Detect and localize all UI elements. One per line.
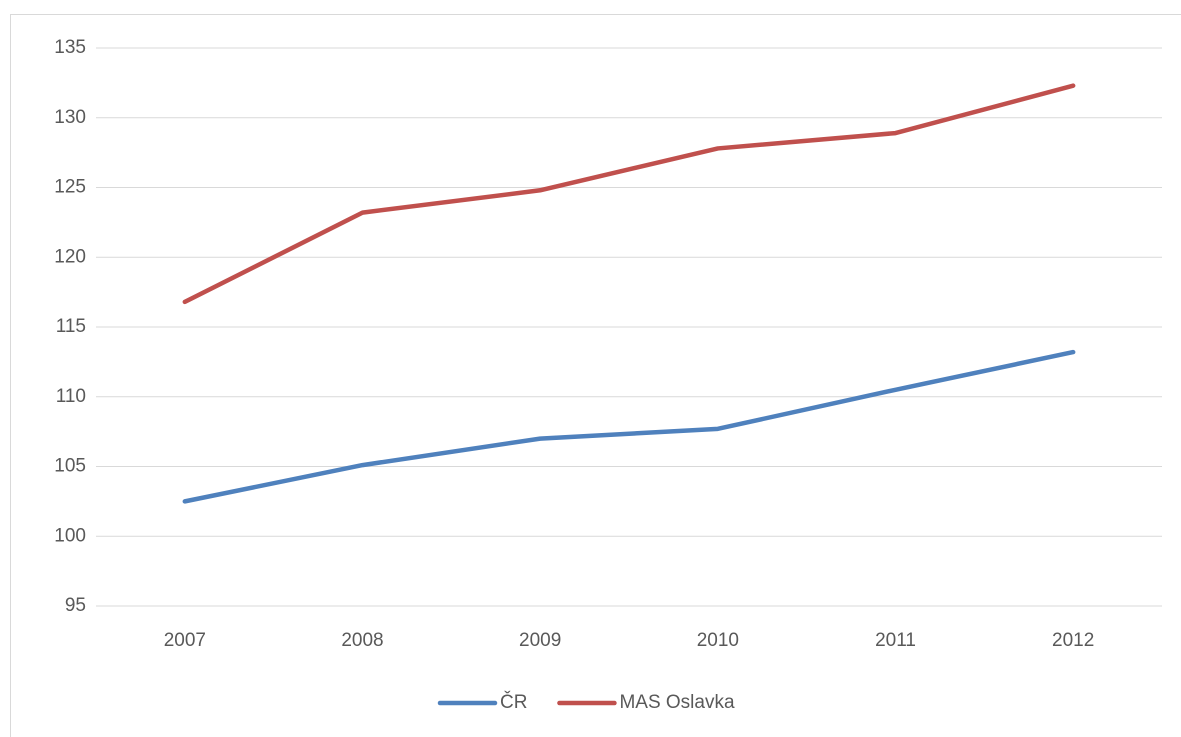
x-tick-label: 2011 [875,630,916,651]
x-tick-label: 2012 [1052,630,1094,651]
y-tick-label: 125 [54,177,86,198]
x-tick-label: 2007 [164,630,206,651]
x-tick-label: 2010 [697,630,739,651]
x-tick-label: 2008 [341,630,383,651]
series-line [182,83,1076,305]
legend-label: ČR [500,691,527,713]
y-tick-label: 130 [54,107,86,128]
legend-label: MAS Oslavka [619,692,735,713]
series-line [182,349,1076,504]
y-tick-label: 110 [56,386,86,407]
y-tick-label: 135 [54,37,86,58]
x-tick-label: 2009 [519,630,561,651]
y-tick-label: 95 [65,595,86,616]
y-tick-label: 120 [54,246,86,267]
y-tick-label: 115 [56,316,86,337]
y-tick-label: 105 [54,456,86,477]
y-tick-label: 100 [54,525,86,546]
chart-frame [10,14,1181,737]
